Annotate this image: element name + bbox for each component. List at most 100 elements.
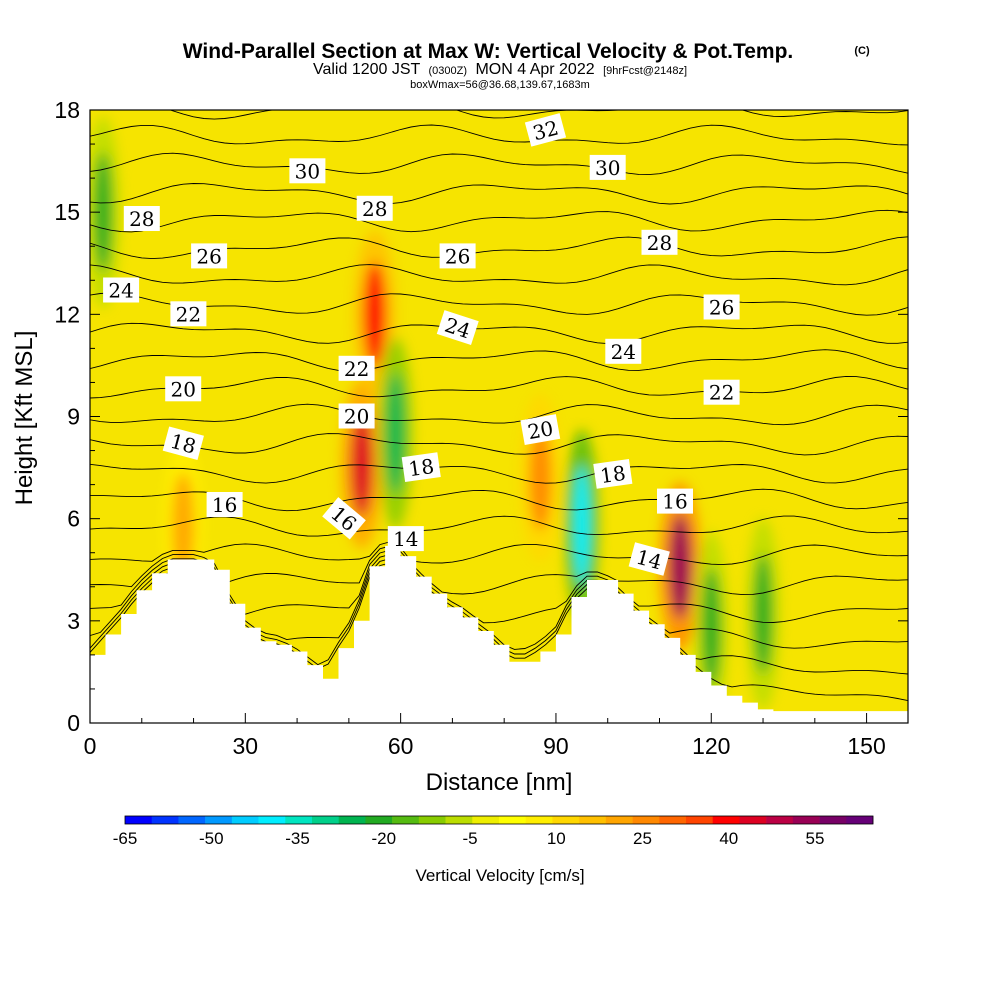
isentrope-label: 14 [387,526,424,552]
colorbar-swatch [445,816,473,824]
colorbar-tick-label: -20 [372,829,397,848]
isentrope-label: 30 [589,154,626,180]
isentrope-lines [90,110,908,702]
isentrope-label-bg [123,206,160,231]
x-tick-label: 60 [388,733,414,759]
valid-fcst: [9hrFcst@2148z] [603,65,687,77]
isentrope-label-text: 18 [407,454,436,481]
valid-line: Valid 1200 JST (0300Z) MON 4 Apr 2022 [9… [313,61,687,78]
isentrope-label-text: 26 [196,244,221,268]
isentrope-label: 28 [123,206,160,231]
x-tick-label: 90 [543,733,569,759]
velocity-core [754,554,773,675]
isentrope-label-text: 24 [108,279,133,303]
colorbar-swatch [525,816,553,824]
y-tick-label: 6 [67,506,80,532]
y-tick-label: 18 [54,97,80,123]
isentrope-label: 22 [703,379,740,405]
colorbar-swatch [766,816,794,824]
isentrope-label-text: 28 [129,207,154,231]
isentrope-line [90,124,908,146]
isentrope-label-bg [338,403,375,429]
colorbar-frame [124,815,874,825]
y-tick-label: 12 [54,301,80,327]
isentrope-label: 18 [401,452,441,482]
colorbar-swatch [712,816,740,824]
isentrope-line [90,375,908,399]
colorbar-swatch [605,816,633,824]
isentrope-label-text: 20 [170,377,195,401]
colorbar-swatch [846,816,874,824]
colorbar-tick-label: -5 [462,829,477,848]
isentrope-label-bg [589,154,626,180]
isentrope-line [169,110,908,120]
isentrope-label-text: 16 [662,490,687,514]
isentrope-label: 26 [191,243,228,269]
box-wmax-line: boxWmax=56@36.68,139.67,1683m [410,79,590,91]
isentrope-label-bg [605,338,642,364]
isentrope-label-text: 24 [611,340,636,364]
isentrope-label-bg [322,497,366,540]
terrain-mask [90,545,908,723]
isentrope-label: 22 [338,355,375,381]
isentrope-line [90,403,908,426]
isentrope-label: 18 [593,459,633,489]
colorbar-tick-label: 25 [633,829,652,848]
colorbar-swatch [499,816,527,824]
colorbar-tick-label: -65 [113,829,138,848]
valid-utc: (0300Z) [428,65,467,77]
isentrope-label-bg [162,426,204,460]
y-tick-label: 3 [67,608,80,634]
colorbar-swatch [258,816,286,824]
velocity-core [93,152,112,273]
isentrope-label-bg [436,310,479,345]
isentrope-label-bg [703,294,740,320]
velocity-core [669,513,692,619]
isentrope-label-text: 30 [295,159,320,183]
isentrope-label-text: 22 [709,381,734,405]
isentrope-label-bg [524,113,567,147]
isentrope-label-text: 20 [344,405,369,429]
x-tick-label: 30 [233,733,259,759]
isentrope-label: 26 [703,294,740,320]
isentrope-label-text: 26 [445,244,470,268]
isentrope-label: 26 [439,243,476,269]
isentrope-label: 16 [657,488,693,514]
colorbar-swatch [552,816,580,824]
isentrope-line [90,209,908,233]
isentrope-label-bg [657,488,693,514]
colorbar-swatch [125,816,153,824]
colorbar-swatch [231,816,259,824]
isentrope-line [90,541,908,566]
colorbar-swatch [579,816,607,824]
isentrope-label-text: 22 [176,302,201,326]
colorbar-tick-label: 40 [719,829,738,848]
isentrope-label: 14 [628,542,670,576]
colorbar-swatch [686,816,714,824]
isentrope-label-bg [165,376,202,402]
isentrope-label: 20 [520,414,561,446]
isentrope-line [90,322,908,345]
isentrope-label-bg [387,526,424,552]
x-tick-label: 120 [692,733,730,759]
isentrope-line [90,183,908,205]
colorbar-swatch [819,816,847,824]
isentrope-label-text: 16 [212,493,237,517]
colorbar-swatch [392,816,420,824]
colorbar-swatch [338,816,366,824]
colorbar: -65 -50 -35 -20 -5 10 25 40 55 [113,815,874,848]
velocity-core [386,373,405,494]
isentrope-label-text: 28 [362,197,387,221]
velocity-core [572,465,591,586]
isentrope-label-bg [439,243,476,269]
isentrope-label: 20 [338,403,375,429]
x-tick-label: 0 [84,733,97,759]
colorbar-swatch [365,816,393,824]
isentrope-label-bg [206,492,243,517]
isentrope-label: 22 [170,301,207,327]
colorbar-swatch [285,816,313,824]
isentrope-label: 24 [103,277,140,303]
colorbar-label: Vertical Velocity [cm/s] [415,866,584,885]
